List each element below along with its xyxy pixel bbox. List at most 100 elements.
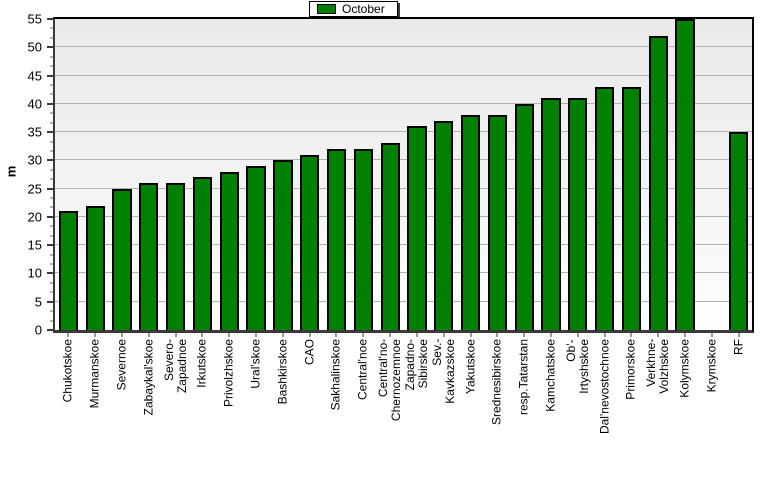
y-axis-minor-tick [50, 178, 53, 180]
y-axis-tick-label: 0 [34, 322, 42, 338]
bar [380, 143, 400, 330]
gridline [55, 74, 752, 76]
bar-slot [109, 19, 136, 330]
x-axis-label: Murmanskoe [87, 339, 102, 409]
x-axis-tick [711, 333, 713, 337]
x-axis-label: Zapadno- Sibirskoe [402, 339, 430, 391]
bar-slot [162, 19, 189, 330]
bar-slot [377, 19, 404, 330]
gridline [55, 300, 752, 302]
bar-slot [82, 19, 109, 330]
bar-slot [484, 19, 511, 330]
x-axis-label: resp.Tatarstan [516, 339, 531, 416]
gridline [55, 272, 752, 274]
x-axis-tick [148, 333, 150, 337]
x-axis-tick [389, 333, 391, 337]
x-axis-label: Chukotskoe [60, 339, 75, 403]
x-axis-tick [577, 333, 579, 337]
bar-slot [699, 19, 726, 330]
bar-slot [243, 19, 270, 330]
x-axis-tick [470, 333, 472, 337]
x-axis-tick [657, 333, 659, 337]
bar [246, 166, 266, 330]
y-axis-tick-label: 45 [27, 68, 42, 84]
x-axis-ticks [55, 333, 752, 338]
x-axis-tick [604, 333, 606, 337]
x-axis-tick [550, 333, 552, 337]
bar-slot [430, 19, 457, 330]
x-axis-tick [335, 333, 337, 337]
bar [648, 35, 668, 330]
y-axis-major-tick [47, 102, 53, 105]
y-axis-major-tick [47, 244, 53, 247]
x-axis-tick [201, 333, 203, 337]
x-axis-label: Central'noe [355, 339, 370, 400]
x-axis-label: Verkhne- Volzhskoe [644, 339, 672, 394]
gridline [55, 159, 752, 161]
bar-slot [270, 19, 297, 330]
y-axis-major-tick [47, 131, 53, 134]
y-axis-major-tick [47, 272, 53, 275]
y-axis-tick-label: 5 [34, 294, 42, 310]
bar [166, 182, 186, 330]
y-axis-major-tick [47, 329, 53, 331]
bar [139, 182, 159, 330]
x-axis-label: Ob'- Irtyshskoe [563, 339, 591, 394]
x-axis-tick [67, 333, 69, 337]
bar-slot [55, 19, 82, 330]
x-axis-tick [496, 333, 498, 337]
y-axis-minor-tick [50, 65, 53, 67]
x-axis-label: Central'no- Chernozemnoe [376, 339, 404, 422]
x-axis-tick [738, 333, 740, 337]
bars [55, 19, 752, 330]
x-axis-label: Severo- Zapadnoe [161, 339, 189, 394]
x-axis-label: Irkutskoe [194, 339, 209, 388]
y-axis-major-tick [47, 187, 53, 190]
y-axis-minor-tick [50, 84, 53, 86]
x-axis-label: Sev.- Kavkazskoe [429, 339, 457, 404]
y-axis-major-tick [47, 74, 53, 77]
bar [58, 211, 79, 330]
gridline [55, 244, 752, 246]
x-axis-label: Zabaykal'skoe [141, 339, 156, 416]
bar-slot [511, 19, 538, 330]
bar [541, 98, 561, 330]
y-axis-minor-tick [50, 150, 53, 152]
bar [729, 132, 749, 330]
bar [460, 115, 481, 330]
y-axis-minor-tick [50, 141, 53, 142]
bar [621, 86, 642, 330]
bar-slot [323, 19, 350, 330]
y-axis-minor-tick [50, 27, 53, 29]
y-axis-minor-tick [50, 310, 53, 312]
y-axis-tick-label: 30 [27, 152, 42, 168]
x-axis-label: Yakutskoe [463, 339, 478, 395]
bar-slot [189, 19, 216, 330]
bar [353, 149, 373, 330]
y-axis-minor-tick [50, 235, 53, 237]
y-axis-minor-tick [50, 122, 53, 124]
bar [192, 177, 213, 330]
y-axis-minor-tick [50, 320, 53, 322]
bar-slot [135, 19, 162, 330]
bar-slot [645, 19, 672, 330]
bar [273, 160, 293, 330]
y-axis-tick-label: 20 [27, 209, 42, 225]
y-axis-tick-label: 40 [27, 96, 42, 112]
x-axis-label: Kolymskoe [677, 339, 692, 398]
gridlines [55, 19, 752, 330]
x-axis-tick [255, 333, 257, 337]
x-axis-tick [175, 333, 177, 337]
y-axis-minor-tick [50, 112, 53, 114]
bar [595, 86, 615, 330]
bar-slot [457, 19, 484, 330]
bar [85, 205, 105, 330]
bar-slot [618, 19, 645, 330]
x-axis-label: CAO [302, 339, 317, 366]
y-axis-minor-tick [50, 93, 53, 95]
x-axis-tick [282, 333, 284, 337]
y-axis-tick-label: 50 [27, 39, 42, 55]
plot-area [53, 17, 754, 333]
bar [300, 154, 320, 330]
